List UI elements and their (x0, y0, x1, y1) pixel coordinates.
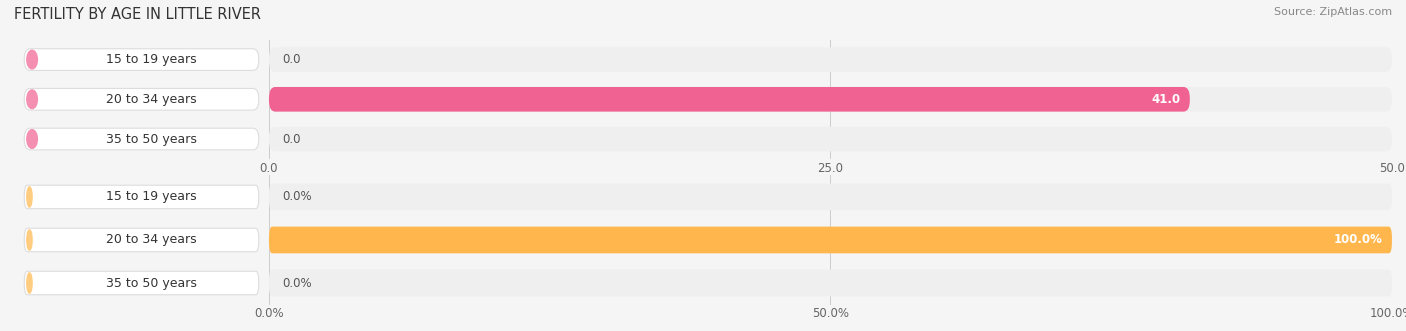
FancyBboxPatch shape (24, 228, 259, 252)
FancyBboxPatch shape (24, 271, 259, 295)
FancyBboxPatch shape (24, 128, 259, 150)
FancyBboxPatch shape (269, 87, 1189, 112)
FancyBboxPatch shape (269, 47, 1392, 72)
Text: 100.0%: 100.0% (1334, 233, 1384, 247)
Text: 20 to 34 years: 20 to 34 years (107, 233, 197, 247)
Text: 20 to 34 years: 20 to 34 years (107, 93, 197, 106)
Text: 0.0%: 0.0% (283, 190, 312, 204)
Circle shape (27, 230, 32, 250)
FancyBboxPatch shape (269, 227, 1392, 253)
Text: 15 to 19 years: 15 to 19 years (107, 53, 197, 66)
Circle shape (27, 50, 38, 69)
Circle shape (27, 90, 38, 109)
Text: 0.0%: 0.0% (283, 276, 312, 290)
FancyBboxPatch shape (269, 87, 1392, 112)
FancyBboxPatch shape (269, 127, 1392, 151)
Text: 35 to 50 years: 35 to 50 years (107, 276, 197, 290)
Text: 0.0: 0.0 (283, 132, 301, 146)
Circle shape (27, 187, 32, 207)
FancyBboxPatch shape (24, 185, 259, 209)
Circle shape (27, 273, 32, 293)
FancyBboxPatch shape (269, 227, 1392, 253)
Text: FERTILITY BY AGE IN LITTLE RIVER: FERTILITY BY AGE IN LITTLE RIVER (14, 7, 262, 22)
FancyBboxPatch shape (24, 88, 259, 110)
Circle shape (27, 130, 38, 148)
FancyBboxPatch shape (269, 184, 1392, 210)
FancyBboxPatch shape (24, 49, 259, 71)
Text: 35 to 50 years: 35 to 50 years (107, 132, 197, 146)
Text: 0.0: 0.0 (283, 53, 301, 66)
FancyBboxPatch shape (269, 270, 1392, 296)
Text: 15 to 19 years: 15 to 19 years (107, 190, 197, 204)
Text: 41.0: 41.0 (1152, 93, 1181, 106)
Text: Source: ZipAtlas.com: Source: ZipAtlas.com (1274, 7, 1392, 17)
